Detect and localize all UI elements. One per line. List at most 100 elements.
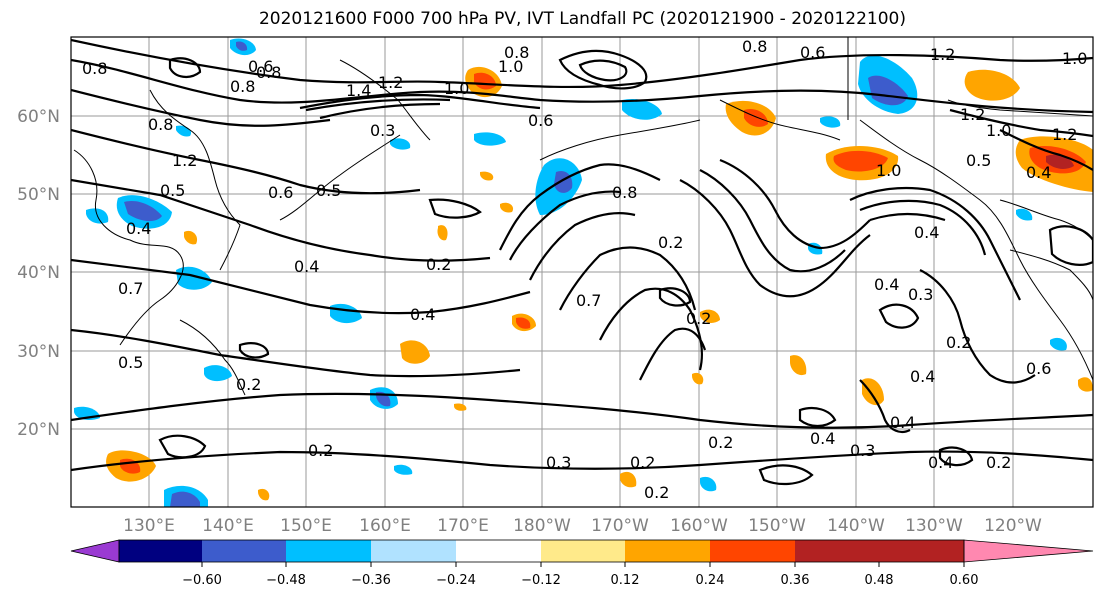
colorbar-tick: 0.36 [781, 573, 810, 588]
map-frame [70, 36, 1094, 508]
lon-label-150e: 150°E [280, 516, 332, 536]
contour-label: 0.2 [986, 453, 1011, 472]
contour-label: 1.0 [986, 121, 1011, 140]
contour-label: 0.6 [528, 111, 553, 130]
contour-label: 0.2 [630, 453, 655, 472]
contour-label: 0.6 [268, 183, 293, 202]
contour-label: 0.4 [910, 367, 935, 386]
map-title: 2020121600 F000 700 hPa PV, IVT Landfall… [258, 9, 906, 29]
colorbar-swatch [286, 540, 371, 562]
contour-label: 0.8 [256, 63, 281, 82]
colorbar-swatch [119, 540, 202, 562]
contour-label: 0.3 [850, 441, 875, 460]
colorbar-tick: 0.24 [696, 573, 725, 588]
contour-label: 0.4 [928, 453, 953, 472]
contour-label: 0.7 [576, 291, 601, 310]
contour-labels: 0.8 1.0 0.6 0.8 1.2 1.4 1.2 1.0 0.6 0.8 … [82, 37, 1087, 502]
contour-label: 1.2 [960, 105, 985, 124]
colorbar-swatch [541, 540, 625, 562]
contour-label: 0.5 [160, 181, 185, 200]
latitude-labels: 60°N 50°N 40°N 30°N 20°N [17, 107, 60, 440]
lon-label-140e: 140°E [202, 516, 254, 536]
contour-label: 0.4 [914, 223, 939, 242]
contour-label: 0.2 [946, 333, 971, 352]
contour-label: 0.4 [810, 429, 835, 448]
contour-label: 0.2 [426, 255, 451, 274]
colorbar-tick: 0.48 [865, 573, 894, 588]
colorbar-extend-min [70, 539, 120, 563]
colorbar-swatch [371, 540, 456, 562]
contour-label: 0.2 [658, 233, 683, 252]
colorbar-swatch [456, 540, 541, 562]
lon-label-170w: 170°W [591, 516, 649, 536]
colorbar-tick: −0.48 [266, 573, 306, 588]
colorbar-swatch [795, 540, 879, 562]
lat-label-30n: 30°N [17, 342, 60, 362]
contour-label: 0.3 [546, 453, 571, 472]
colorbar-tick: −0.60 [182, 573, 222, 588]
colorbar-extend-max [963, 539, 1094, 563]
lat-label-20n: 20°N [17, 420, 60, 440]
colorbar: −0.60 −0.48 −0.36 −0.24 −0.12 0.12 0.24 … [70, 539, 1094, 588]
lon-label-170e: 170°E [437, 516, 489, 536]
contour-label: 0.2 [308, 441, 333, 460]
lat-label-60n: 60°N [17, 107, 60, 127]
contour-label: 0.5 [966, 151, 991, 170]
contour-label: 0.3 [370, 121, 395, 140]
contour-label: 0.2 [236, 375, 261, 394]
contour-label: 1.0 [876, 161, 901, 180]
contour-label: 0.8 [230, 77, 255, 96]
lon-label-120w: 120°W [984, 516, 1042, 536]
lon-label-160e: 160°E [359, 516, 411, 536]
colorbar-swatch [202, 540, 286, 562]
contour-label: 0.7 [118, 279, 143, 298]
contour-label: 1.2 [172, 151, 197, 170]
contour-label: 0.4 [126, 219, 151, 238]
graticule [71, 37, 1093, 507]
pv-contours [71, 38, 1093, 486]
colorbar-tick: 0.60 [950, 573, 979, 588]
colorbar-swatch [625, 540, 710, 562]
contour-label: 0.8 [82, 59, 107, 78]
contour-label: 0.3 [908, 285, 933, 304]
contour-label: 0.5 [316, 181, 341, 200]
contour-label: 0.2 [708, 433, 733, 452]
contour-label: 1.2 [930, 45, 955, 64]
contour-label: 0.4 [874, 275, 899, 294]
colorbar-tick: 0.12 [611, 573, 640, 588]
colorbar-tick: −0.24 [436, 573, 476, 588]
contour-label: 0.6 [1026, 359, 1051, 378]
colorbar-tick: −0.12 [521, 573, 561, 588]
lon-label-180w: 180°W [513, 516, 571, 536]
contour-label: 0.8 [148, 115, 173, 134]
longitude-labels: 130°E 140°E 150°E 160°E 170°E 180°W 170°… [123, 516, 1042, 536]
contour-label: 1.2 [378, 73, 403, 92]
lat-label-40n: 40°N [17, 263, 60, 283]
lon-label-160w: 160°W [670, 516, 728, 536]
contour-label: 0.4 [890, 413, 915, 432]
lon-label-130e: 130°E [123, 516, 175, 536]
colorbar-tick: −0.36 [351, 573, 391, 588]
colorbar-swatch [879, 540, 964, 562]
contour-label: 0.5 [118, 353, 143, 372]
contour-label: 1.0 [444, 79, 469, 98]
lon-label-140w: 140°W [827, 516, 885, 536]
lon-label-130w: 130°W [905, 516, 963, 536]
contour-label: 0.8 [504, 43, 529, 62]
colorbar-swatch [710, 540, 795, 562]
contour-label: 0.4 [294, 257, 319, 276]
shaded-pc-field [74, 38, 1093, 507]
contour-label: 1.0 [498, 57, 523, 76]
contour-label: 1.2 [1052, 125, 1077, 144]
contour-label: 0.2 [644, 483, 669, 502]
contour-label: 0.8 [742, 37, 767, 56]
lon-label-150w: 150°W [748, 516, 806, 536]
contour-label: 0.2 [686, 309, 711, 328]
contour-label: 0.8 [612, 183, 637, 202]
contour-label: 1.0 [1062, 49, 1087, 68]
contour-label: 0.6 [248, 57, 273, 76]
contour-label: 0.6 [800, 43, 825, 62]
lat-label-50n: 50°N [17, 185, 60, 205]
contour-label: 1.4 [346, 81, 371, 100]
